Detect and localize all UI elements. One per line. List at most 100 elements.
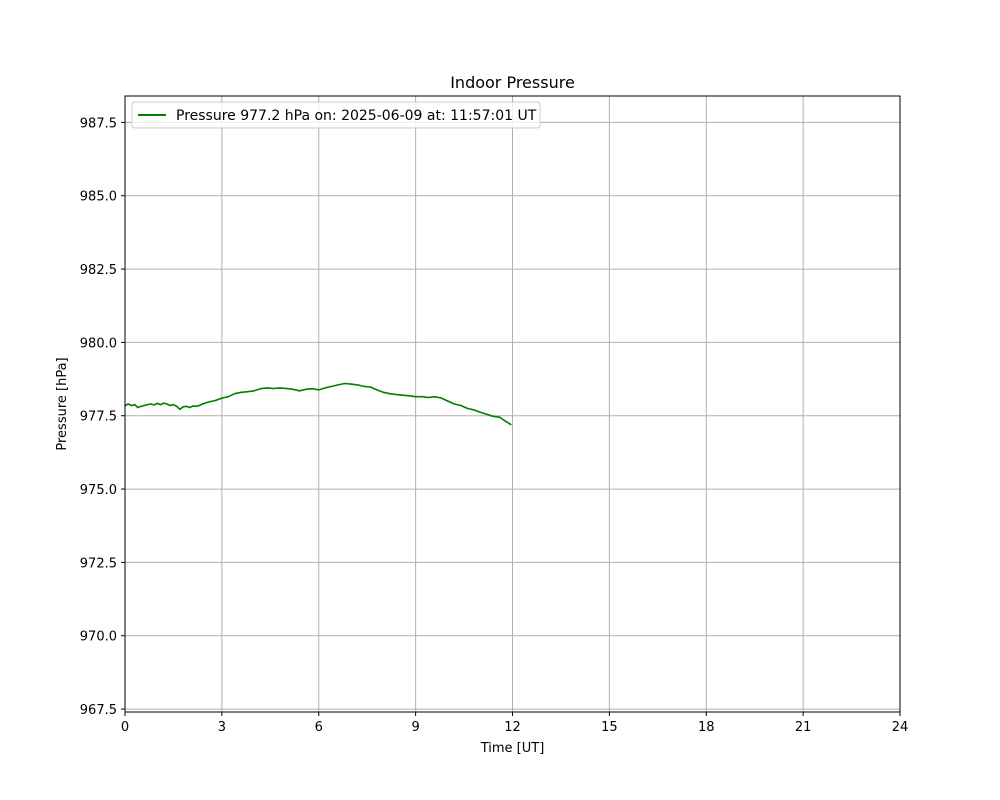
data-point: [163, 402, 165, 404]
data-point: [140, 405, 142, 408]
x-tick-label: 15: [601, 720, 618, 735]
data-point: [208, 401, 210, 403]
data-point: [240, 391, 243, 394]
data-point: [227, 395, 230, 398]
x-tick-label: 9: [411, 720, 419, 735]
y-axis-label: Pressure [hPa]: [55, 357, 70, 450]
data-point: [172, 403, 175, 406]
data-point: [460, 404, 462, 407]
x-tick-label: 0: [121, 720, 129, 735]
data-point: [201, 403, 204, 405]
y-tick-label: 985.0: [80, 190, 117, 205]
chart-title: Indoor Pressure: [450, 73, 575, 92]
x-tick-label: 18: [698, 720, 715, 735]
data-point: [159, 403, 162, 406]
y-tick-label: 972.5: [80, 556, 117, 571]
data-point: [182, 406, 184, 408]
legend: Pressure 977.2 hPa on: 2025-06-09 at: 11…: [131, 101, 541, 129]
data-point: [447, 400, 449, 402]
data-point: [389, 392, 391, 395]
data-point: [408, 395, 411, 397]
x-tick-label: 6: [315, 720, 323, 735]
data-point: [175, 405, 178, 408]
data-point: [369, 386, 372, 388]
data-point: [337, 384, 339, 386]
data-point: [143, 404, 146, 407]
data-point: [505, 420, 507, 423]
data-point: [453, 403, 456, 405]
x-tick-label: 12: [504, 720, 521, 735]
data-point: [185, 405, 188, 408]
data-point: [179, 408, 181, 411]
data-point: [279, 387, 281, 389]
data-point: [127, 403, 129, 405]
x-tick-label: 3: [218, 720, 226, 735]
data-point: [198, 404, 201, 407]
data-point: [137, 406, 139, 409]
data-point: [311, 387, 314, 390]
data-point: [285, 387, 288, 390]
data-point: [318, 389, 320, 391]
y-tick-label: 975.0: [80, 483, 117, 498]
data-point: [130, 404, 133, 407]
axis-ticks: 0 3 6 9 12 15 18 21 24 967.5 970.0 972.5 975.0 977.5 9…: [80, 116, 908, 735]
data-point: [246, 390, 249, 393]
data-point: [192, 405, 194, 407]
data-point: [479, 411, 482, 414]
data-point: [292, 388, 294, 391]
x-axis-label: Time [UT]: [480, 741, 545, 756]
data-point: [298, 390, 301, 392]
data-point: [421, 395, 423, 398]
data-point: [221, 397, 223, 399]
data-point: [376, 389, 378, 391]
data-point: [169, 404, 171, 407]
data-point: [195, 405, 197, 408]
data-point: [427, 396, 430, 399]
data-point: [350, 383, 352, 385]
data-point: [146, 403, 149, 406]
data-point: [473, 409, 475, 411]
data-point: [498, 416, 501, 419]
data-point: [324, 387, 327, 389]
data-point: [492, 415, 494, 418]
data-point: [266, 387, 268, 389]
data-point: [363, 385, 365, 388]
data-point: [401, 394, 404, 397]
data-point: [382, 391, 385, 394]
data-point: [434, 395, 436, 398]
data-point: [395, 393, 398, 396]
y-tick-label: 977.5: [80, 410, 117, 425]
data-point: [414, 395, 417, 398]
data-point: [510, 423, 512, 426]
data-point: [272, 387, 275, 390]
x-tick-label: 24: [892, 720, 909, 735]
y-tick-label: 967.5: [80, 703, 117, 718]
legend-box: [131, 101, 541, 129]
y-tick-label: 987.5: [80, 116, 117, 131]
y-tick-label: 982.5: [80, 263, 117, 278]
data-point: [466, 407, 469, 410]
y-tick-label: 970.0: [80, 630, 117, 645]
data-point: [234, 392, 236, 395]
data-point: [259, 387, 262, 390]
data-point: [440, 397, 443, 399]
data-point: [188, 406, 191, 409]
data-point: [343, 382, 346, 385]
data-point: [214, 399, 217, 402]
data-point: [166, 403, 168, 405]
data-point: [330, 385, 333, 388]
y-tick-label: 980.0: [80, 336, 117, 351]
data-point: [253, 390, 255, 392]
data-point: [156, 402, 159, 405]
data-point: [150, 403, 152, 405]
x-tick-label: 21: [795, 720, 812, 735]
data-point: [485, 413, 488, 416]
data-point: [305, 388, 307, 391]
data-point: [133, 403, 136, 406]
data-point: [153, 404, 155, 406]
legend-entry-label: Pressure 977.2 hPa on: 2025-06-09 at: 11…: [176, 108, 537, 124]
data-point: [356, 384, 359, 386]
